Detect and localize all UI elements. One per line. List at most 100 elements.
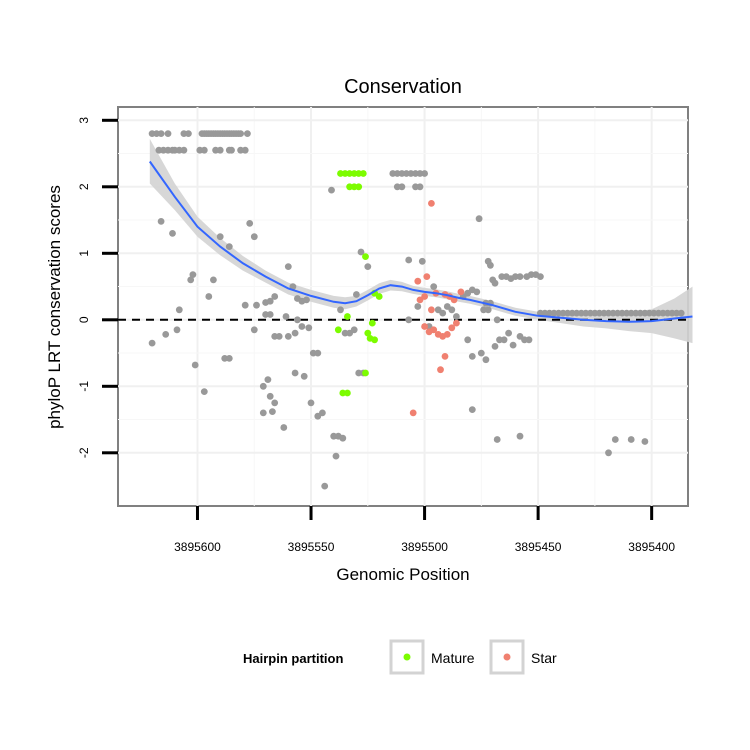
point-other	[491, 343, 499, 350]
legend-label-mature: Mature	[431, 650, 475, 666]
point-other	[157, 130, 165, 138]
point-other	[191, 361, 199, 369]
point-mature	[359, 170, 367, 177]
point-other	[468, 353, 476, 360]
x-tick-label: 3895600	[174, 540, 221, 554]
y-axis: -2 -1 0 1 2 3	[77, 117, 118, 458]
point-other	[416, 183, 424, 191]
point-other	[305, 324, 313, 332]
y-tick-label: -1	[77, 381, 91, 392]
point-mature	[362, 369, 369, 377]
point-other	[491, 279, 499, 287]
point-other	[484, 306, 492, 314]
point-other	[266, 311, 274, 318]
point-other	[353, 291, 360, 298]
point-other	[430, 283, 438, 290]
point-mature	[368, 319, 376, 327]
point-other	[328, 186, 335, 194]
point-other	[525, 336, 533, 344]
point-other	[291, 329, 299, 337]
point-other	[314, 349, 322, 357]
point-other	[414, 303, 422, 310]
point-star	[421, 323, 428, 330]
point-other	[677, 309, 685, 317]
legend-key-mature	[389, 639, 425, 675]
legend-label-star: Star	[531, 650, 557, 666]
point-other	[259, 382, 267, 390]
confidence-ribbon	[149, 138, 693, 344]
point-other	[321, 482, 329, 490]
point-other	[225, 355, 233, 362]
point-other	[216, 233, 224, 241]
point-other	[516, 273, 524, 280]
point-other	[169, 230, 176, 237]
point-other	[216, 146, 224, 154]
point-star	[416, 296, 424, 304]
point-other	[264, 376, 272, 383]
point-other	[185, 130, 192, 138]
legend-title: Hairpin partition	[243, 651, 343, 666]
point-other	[307, 399, 315, 407]
point-other	[210, 276, 217, 284]
point-mature	[364, 329, 372, 337]
point-other	[253, 301, 260, 309]
point-other	[350, 326, 358, 334]
point-other	[294, 316, 301, 324]
point-other	[418, 257, 426, 265]
point-other	[148, 339, 156, 347]
point-other	[291, 369, 299, 377]
plot-panel	[117, 106, 693, 507]
point-star	[423, 273, 431, 280]
point-mature	[375, 293, 383, 300]
y-tick-label: 3	[77, 117, 91, 124]
x-tick-label: 3895500	[401, 540, 448, 554]
point-other	[487, 261, 494, 269]
point-other	[164, 130, 172, 138]
point-other	[237, 130, 245, 138]
point-other	[357, 248, 365, 256]
point-other	[241, 301, 249, 309]
x-tick-label: 3895400	[628, 540, 675, 554]
legend-dot-star	[503, 653, 511, 661]
point-other	[180, 146, 188, 154]
point-other	[271, 293, 279, 300]
x-axis-title: Genomic Position	[336, 565, 469, 584]
point-star	[428, 200, 435, 207]
point-other	[250, 233, 258, 241]
point-other	[337, 306, 344, 314]
point-star	[443, 331, 451, 338]
data-points	[148, 130, 685, 490]
point-star	[409, 409, 417, 417]
point-other	[605, 449, 612, 457]
point-other	[228, 146, 235, 154]
point-other	[300, 372, 308, 380]
point-other	[509, 341, 517, 349]
point-other	[205, 293, 213, 300]
plot-panel-border	[117, 106, 689, 507]
point-mature	[355, 183, 363, 191]
point-other	[319, 409, 326, 417]
point-other	[405, 256, 413, 264]
point-other	[289, 283, 297, 290]
point-other	[259, 409, 267, 417]
point-other	[398, 183, 406, 191]
point-other	[473, 288, 481, 296]
point-other	[266, 297, 274, 305]
point-other	[464, 336, 472, 344]
point-mature	[334, 326, 342, 334]
point-other	[246, 220, 254, 227]
point-star	[428, 306, 435, 314]
point-other	[269, 408, 276, 415]
point-other	[627, 436, 635, 443]
point-other	[448, 306, 456, 314]
point-other	[284, 333, 292, 340]
point-other	[332, 452, 340, 460]
point-other	[493, 316, 501, 324]
point-other	[189, 271, 197, 278]
x-tick-label: 3895550	[288, 540, 335, 554]
x-axis: 3895600 3895550 3895500 3895450 3895400	[174, 506, 675, 554]
point-star	[441, 353, 449, 360]
point-other	[187, 276, 195, 284]
point-other	[405, 316, 413, 324]
